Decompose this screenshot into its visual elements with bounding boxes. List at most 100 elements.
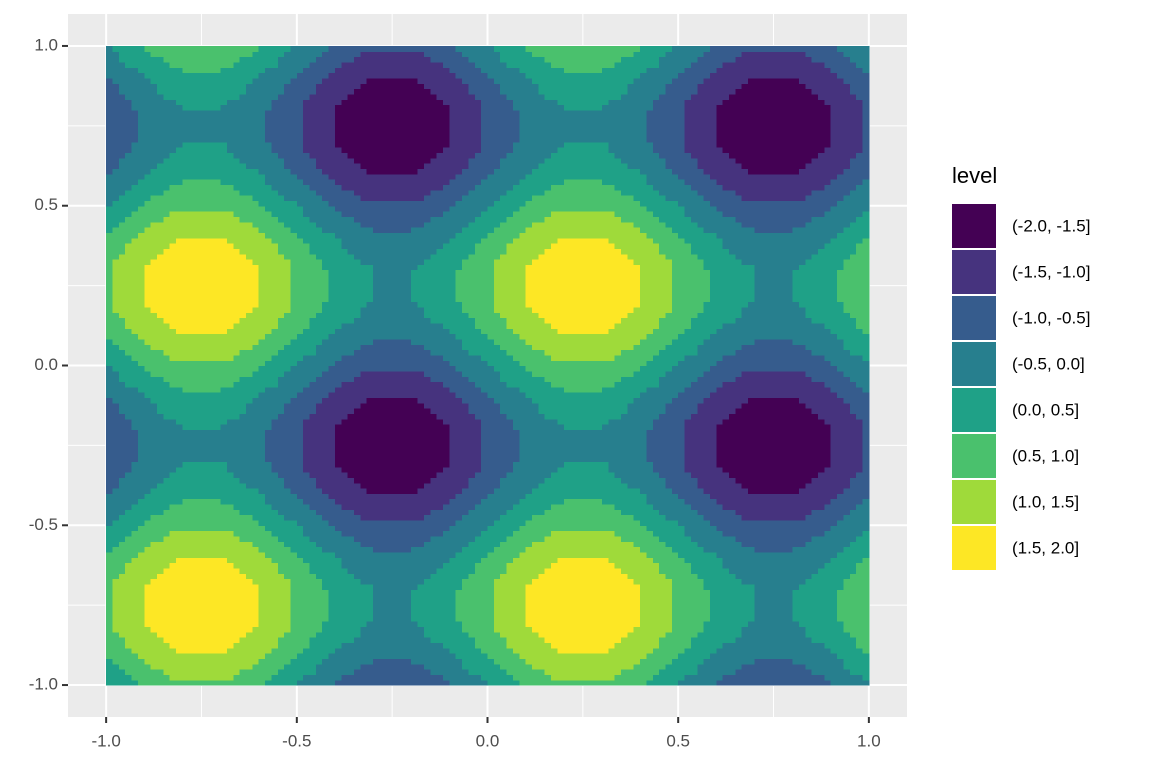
contour-cell	[303, 605, 311, 612]
contour-cell	[640, 493, 648, 500]
contour-cell	[792, 493, 800, 500]
contour-cell	[525, 466, 533, 473]
contour-cell	[284, 514, 292, 521]
contour-cell	[614, 493, 622, 500]
contour-cell	[798, 653, 806, 660]
contour-cell	[506, 637, 514, 644]
contour-cell	[411, 642, 419, 649]
contour-cell	[837, 653, 845, 660]
contour-cell	[589, 615, 597, 622]
contour-cell	[271, 535, 279, 542]
contour-cell	[392, 493, 400, 500]
contour-cell	[398, 535, 406, 542]
contour-cell	[786, 461, 794, 468]
contour-cell	[411, 530, 419, 537]
contour-cell	[627, 477, 635, 484]
contour-cell	[614, 551, 622, 558]
contour-cell	[315, 535, 323, 542]
contour-cell	[811, 679, 819, 686]
contour-cell	[474, 573, 482, 580]
contour-cell	[188, 562, 196, 569]
contour-cell	[544, 663, 552, 670]
contour-cell	[582, 610, 590, 617]
contour-cell	[176, 546, 184, 553]
contour-cell	[379, 530, 387, 537]
contour-cell	[773, 573, 781, 580]
contour-cell	[811, 663, 819, 670]
contour-cell	[595, 578, 603, 585]
contour-cell	[137, 466, 145, 473]
contour-cell	[315, 594, 323, 601]
contour-cell	[265, 605, 272, 612]
contour-cell	[354, 674, 361, 681]
contour-cell	[112, 594, 120, 601]
contour-cell	[741, 669, 749, 675]
contour-cell	[443, 503, 450, 510]
contour-cell	[398, 530, 406, 537]
contour-cell	[334, 637, 342, 644]
contour-cell	[506, 631, 514, 638]
contour-cell	[798, 626, 806, 633]
contour-cell	[614, 674, 622, 681]
contour-cell	[214, 615, 222, 622]
contour-cell	[646, 514, 654, 521]
contour-cell	[818, 631, 825, 638]
contour-cell	[417, 472, 425, 478]
contour-cell	[620, 647, 628, 654]
contour-cell	[570, 514, 578, 521]
contour-cell	[493, 472, 501, 478]
contour-cell	[404, 461, 412, 468]
contour-cell	[169, 530, 177, 537]
contour-cell	[436, 589, 444, 596]
contour-cell	[245, 642, 253, 649]
contour-cell	[620, 541, 628, 548]
contour-cell	[258, 493, 266, 500]
contour-cell	[563, 631, 571, 638]
contour-cell	[786, 482, 794, 489]
contour-cell	[582, 594, 590, 601]
contour-cell	[760, 631, 768, 638]
contour-cell	[735, 562, 743, 569]
contour-cell	[106, 530, 114, 537]
contour-cell	[506, 578, 514, 585]
contour-cell	[195, 589, 203, 596]
contour-cell	[436, 466, 444, 473]
contour-cell	[455, 653, 463, 660]
contour-cell	[188, 530, 196, 537]
contour-cell	[531, 562, 539, 569]
contour-cell	[201, 663, 209, 670]
contour-cell	[531, 551, 539, 558]
contour-cell	[531, 610, 539, 617]
contour-cell	[614, 669, 622, 675]
contour-cell	[640, 557, 648, 564]
contour-cell	[328, 610, 336, 617]
contour-cell	[862, 637, 870, 644]
contour-cell	[455, 621, 463, 628]
contour-cell	[137, 658, 145, 665]
contour-cell	[811, 562, 819, 569]
contour-cell	[849, 605, 857, 612]
contour-cell	[735, 509, 743, 516]
contour-cell	[398, 567, 406, 574]
contour-cell	[786, 599, 794, 606]
contour-cell	[703, 562, 711, 569]
contour-cell	[360, 669, 368, 675]
contour-cell	[347, 578, 355, 585]
contour-cell	[506, 541, 514, 548]
contour-cell	[125, 615, 133, 622]
contour-cell	[697, 503, 705, 510]
contour-cell	[538, 466, 546, 473]
contour-cell	[570, 583, 578, 590]
contour-cell	[449, 514, 457, 521]
contour-cell	[436, 626, 444, 633]
contour-cell	[366, 525, 374, 532]
contour-cell	[512, 562, 520, 569]
contour-cell	[576, 658, 584, 665]
contour-cell	[315, 589, 323, 596]
contour-cell	[779, 567, 787, 574]
contour-cell	[169, 514, 177, 521]
contour-cell	[347, 535, 355, 542]
contour-cell	[697, 637, 705, 644]
contour-cell	[284, 663, 292, 670]
contour-cell	[570, 498, 578, 505]
